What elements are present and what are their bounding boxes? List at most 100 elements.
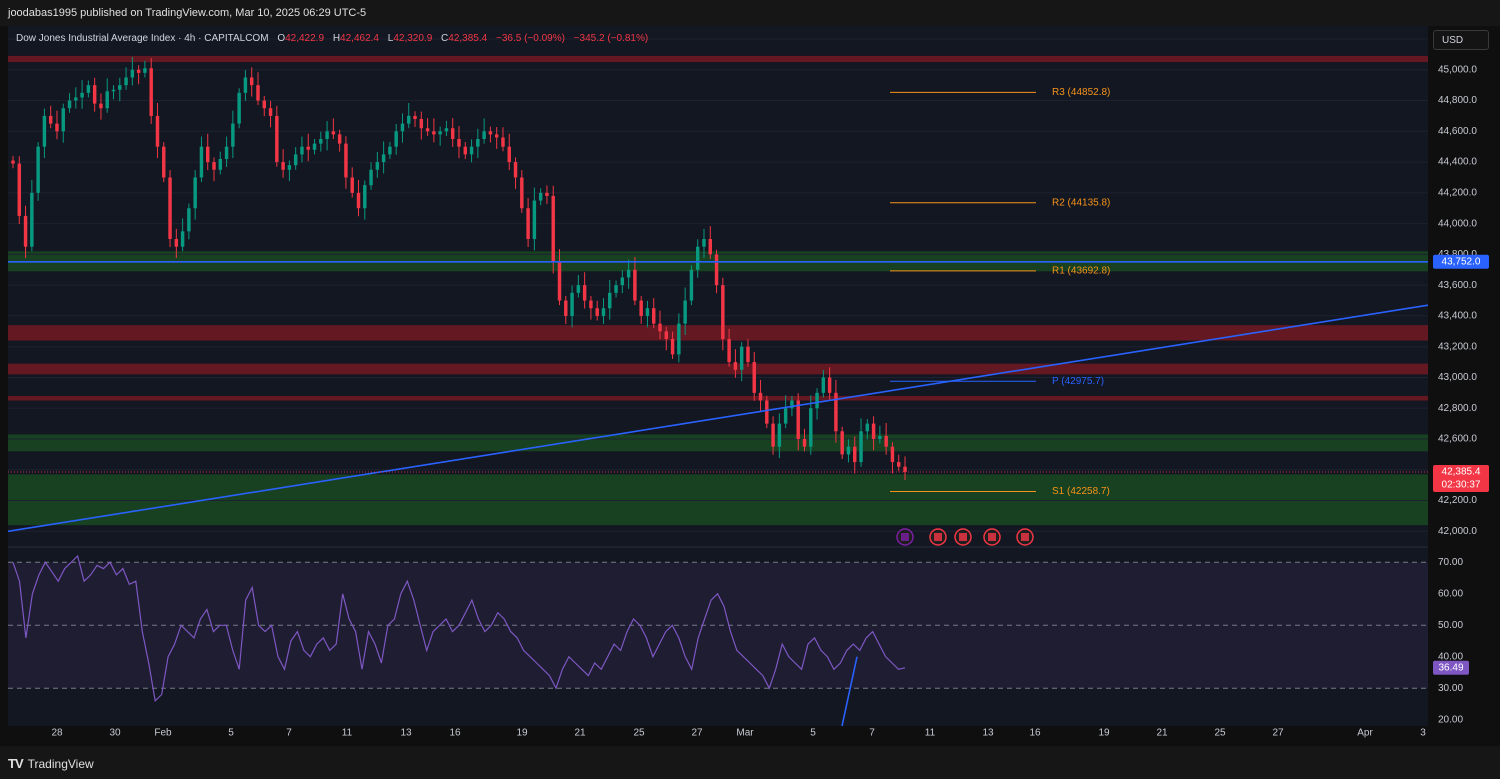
candle-body[interactable] <box>865 423 870 432</box>
candle-body[interactable] <box>369 169 373 186</box>
candle-body[interactable] <box>576 285 581 293</box>
candle-body[interactable] <box>582 285 587 301</box>
candle-body[interactable] <box>375 162 380 170</box>
candle-body[interactable] <box>695 246 700 270</box>
candle-body[interactable] <box>331 131 336 135</box>
candle-body[interactable] <box>721 285 725 339</box>
candle-body[interactable] <box>783 408 788 424</box>
rsi-trendline[interactable] <box>841 656 858 727</box>
candle-body[interactable] <box>337 134 342 144</box>
candle-body[interactable] <box>633 269 637 301</box>
candle-body[interactable] <box>903 466 907 473</box>
candle-body[interactable] <box>155 115 160 147</box>
candle-body[interactable] <box>853 446 857 463</box>
candle-body[interactable] <box>187 208 191 232</box>
currency-button[interactable]: USD <box>1433 30 1489 50</box>
candle-body[interactable] <box>130 69 135 78</box>
candle-body[interactable] <box>268 108 273 116</box>
candle-body[interactable] <box>702 239 706 247</box>
candle-body[interactable] <box>878 435 882 439</box>
trendline[interactable] <box>7 304 1429 533</box>
candle-body[interactable] <box>859 431 863 463</box>
candle-body[interactable] <box>871 423 876 439</box>
candle-body[interactable] <box>413 115 417 119</box>
candle-body[interactable] <box>86 85 91 93</box>
candle-body[interactable] <box>765 400 769 424</box>
candle-body[interactable] <box>212 162 216 170</box>
candle-body[interactable] <box>306 146 310 150</box>
candle-body[interactable] <box>815 392 819 409</box>
candle-body[interactable] <box>388 146 392 155</box>
candle-body[interactable] <box>350 177 354 193</box>
candle-body[interactable] <box>626 269 631 278</box>
candle-body[interactable] <box>300 146 304 155</box>
candle-body[interactable] <box>739 346 744 370</box>
candle-body[interactable] <box>677 323 681 355</box>
candle-body[interactable] <box>450 128 455 139</box>
candle-body[interactable] <box>727 339 731 363</box>
candle-body[interactable] <box>733 362 738 370</box>
candle-body[interactable] <box>67 100 72 109</box>
candle-body[interactable] <box>48 115 53 124</box>
candle-body[interactable] <box>281 162 285 170</box>
candle-body[interactable] <box>149 68 153 116</box>
candle-body[interactable] <box>312 143 317 150</box>
candle-body[interactable] <box>444 128 449 132</box>
candle-body[interactable] <box>714 254 719 286</box>
candle-body[interactable] <box>61 108 65 132</box>
candle-body[interactable] <box>99 103 103 109</box>
candle-body[interactable] <box>652 308 656 324</box>
candle-body[interactable] <box>243 77 248 93</box>
candle-body[interactable] <box>482 131 486 139</box>
candle-body[interactable] <box>206 146 210 163</box>
candle-body[interactable] <box>884 435 888 447</box>
candle-body[interactable] <box>683 300 687 324</box>
candle-body[interactable] <box>834 392 838 432</box>
candle-body[interactable] <box>363 185 367 209</box>
candle-body[interactable] <box>758 392 763 401</box>
candle-body[interactable] <box>105 91 109 109</box>
candle-body[interactable] <box>23 215 28 247</box>
candle-body[interactable] <box>438 131 442 135</box>
candle-body[interactable] <box>608 292 612 309</box>
candle-body[interactable] <box>80 92 84 98</box>
candle-body[interactable] <box>896 462 901 467</box>
candle-body[interactable] <box>287 165 292 170</box>
candle-body[interactable] <box>124 77 128 86</box>
candle-body[interactable] <box>262 100 266 109</box>
candle-body[interactable] <box>30 192 34 247</box>
candle-body[interactable] <box>344 143 348 178</box>
candle-body[interactable] <box>827 377 832 393</box>
candle-body[interactable] <box>796 400 800 439</box>
candle-body[interactable] <box>92 85 97 104</box>
candle-body[interactable] <box>526 208 530 239</box>
candle-body[interactable] <box>394 131 398 147</box>
candle-body[interactable] <box>319 139 323 144</box>
candle-body[interactable] <box>469 146 474 155</box>
candle-body[interactable] <box>457 139 461 147</box>
chart[interactable]: R3 (44852.8) R2 (44135.8) R1 (43692.8) P (4… <box>0 26 1500 746</box>
candle-body[interactable] <box>513 162 518 178</box>
candle-body[interactable] <box>538 192 543 201</box>
candle-body[interactable] <box>162 146 166 178</box>
candle-body[interactable] <box>846 446 851 455</box>
candle-body[interactable] <box>400 123 405 132</box>
candle-body[interactable] <box>752 362 756 393</box>
candle-body[interactable] <box>17 163 22 216</box>
candle-body[interactable] <box>532 200 537 239</box>
candle-body[interactable] <box>620 277 625 286</box>
candle-body[interactable] <box>557 262 562 301</box>
candle-body[interactable] <box>249 77 254 86</box>
candle-body[interactable] <box>193 177 197 209</box>
candle-body[interactable] <box>136 69 141 73</box>
candle-body[interactable] <box>293 154 298 166</box>
candle-body[interactable] <box>890 446 895 463</box>
candle-body[interactable] <box>325 131 329 139</box>
candle-body[interactable] <box>551 195 555 263</box>
candle-body[interactable] <box>589 300 593 309</box>
candle-body[interactable] <box>11 160 15 164</box>
symbol-legend[interactable]: Dow Jones Industrial Average Index · 4h … <box>16 33 648 44</box>
candle-body[interactable] <box>658 323 662 332</box>
candle-body[interactable] <box>432 131 436 135</box>
candle-body[interactable] <box>790 400 794 409</box>
